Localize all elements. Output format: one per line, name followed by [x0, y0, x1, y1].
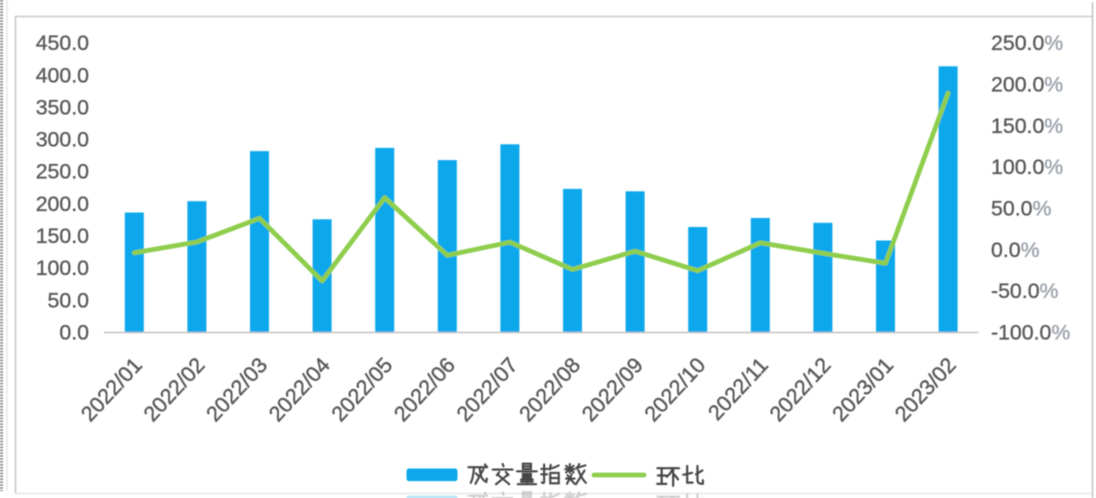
svg-text:-50.0%: -50.0%	[991, 279, 1059, 303]
svg-text:200.0: 200.0	[36, 192, 89, 216]
svg-text:350.0: 350.0	[36, 95, 89, 119]
svg-text:50.0%: 50.0%	[991, 197, 1051, 221]
svg-text:250.0%: 250.0%	[991, 31, 1063, 55]
svg-text:100.0%: 100.0%	[991, 155, 1063, 179]
svg-text:0.0: 0.0	[59, 321, 89, 345]
svg-text:150.0%: 150.0%	[991, 114, 1063, 138]
svg-text:300.0: 300.0	[36, 128, 89, 152]
svg-text:450.0: 450.0	[36, 31, 89, 55]
svg-text:250.0: 250.0	[36, 160, 89, 184]
svg-text:0.0%: 0.0%	[991, 238, 1040, 262]
svg-text:100.0: 100.0	[36, 256, 89, 280]
svg-text:200.0%: 200.0%	[991, 72, 1063, 96]
svg-text:400.0: 400.0	[36, 63, 89, 87]
svg-text:50.0: 50.0	[48, 288, 90, 312]
svg-text:150.0: 150.0	[36, 224, 89, 248]
svg-text:-100.0%: -100.0%	[991, 321, 1070, 345]
